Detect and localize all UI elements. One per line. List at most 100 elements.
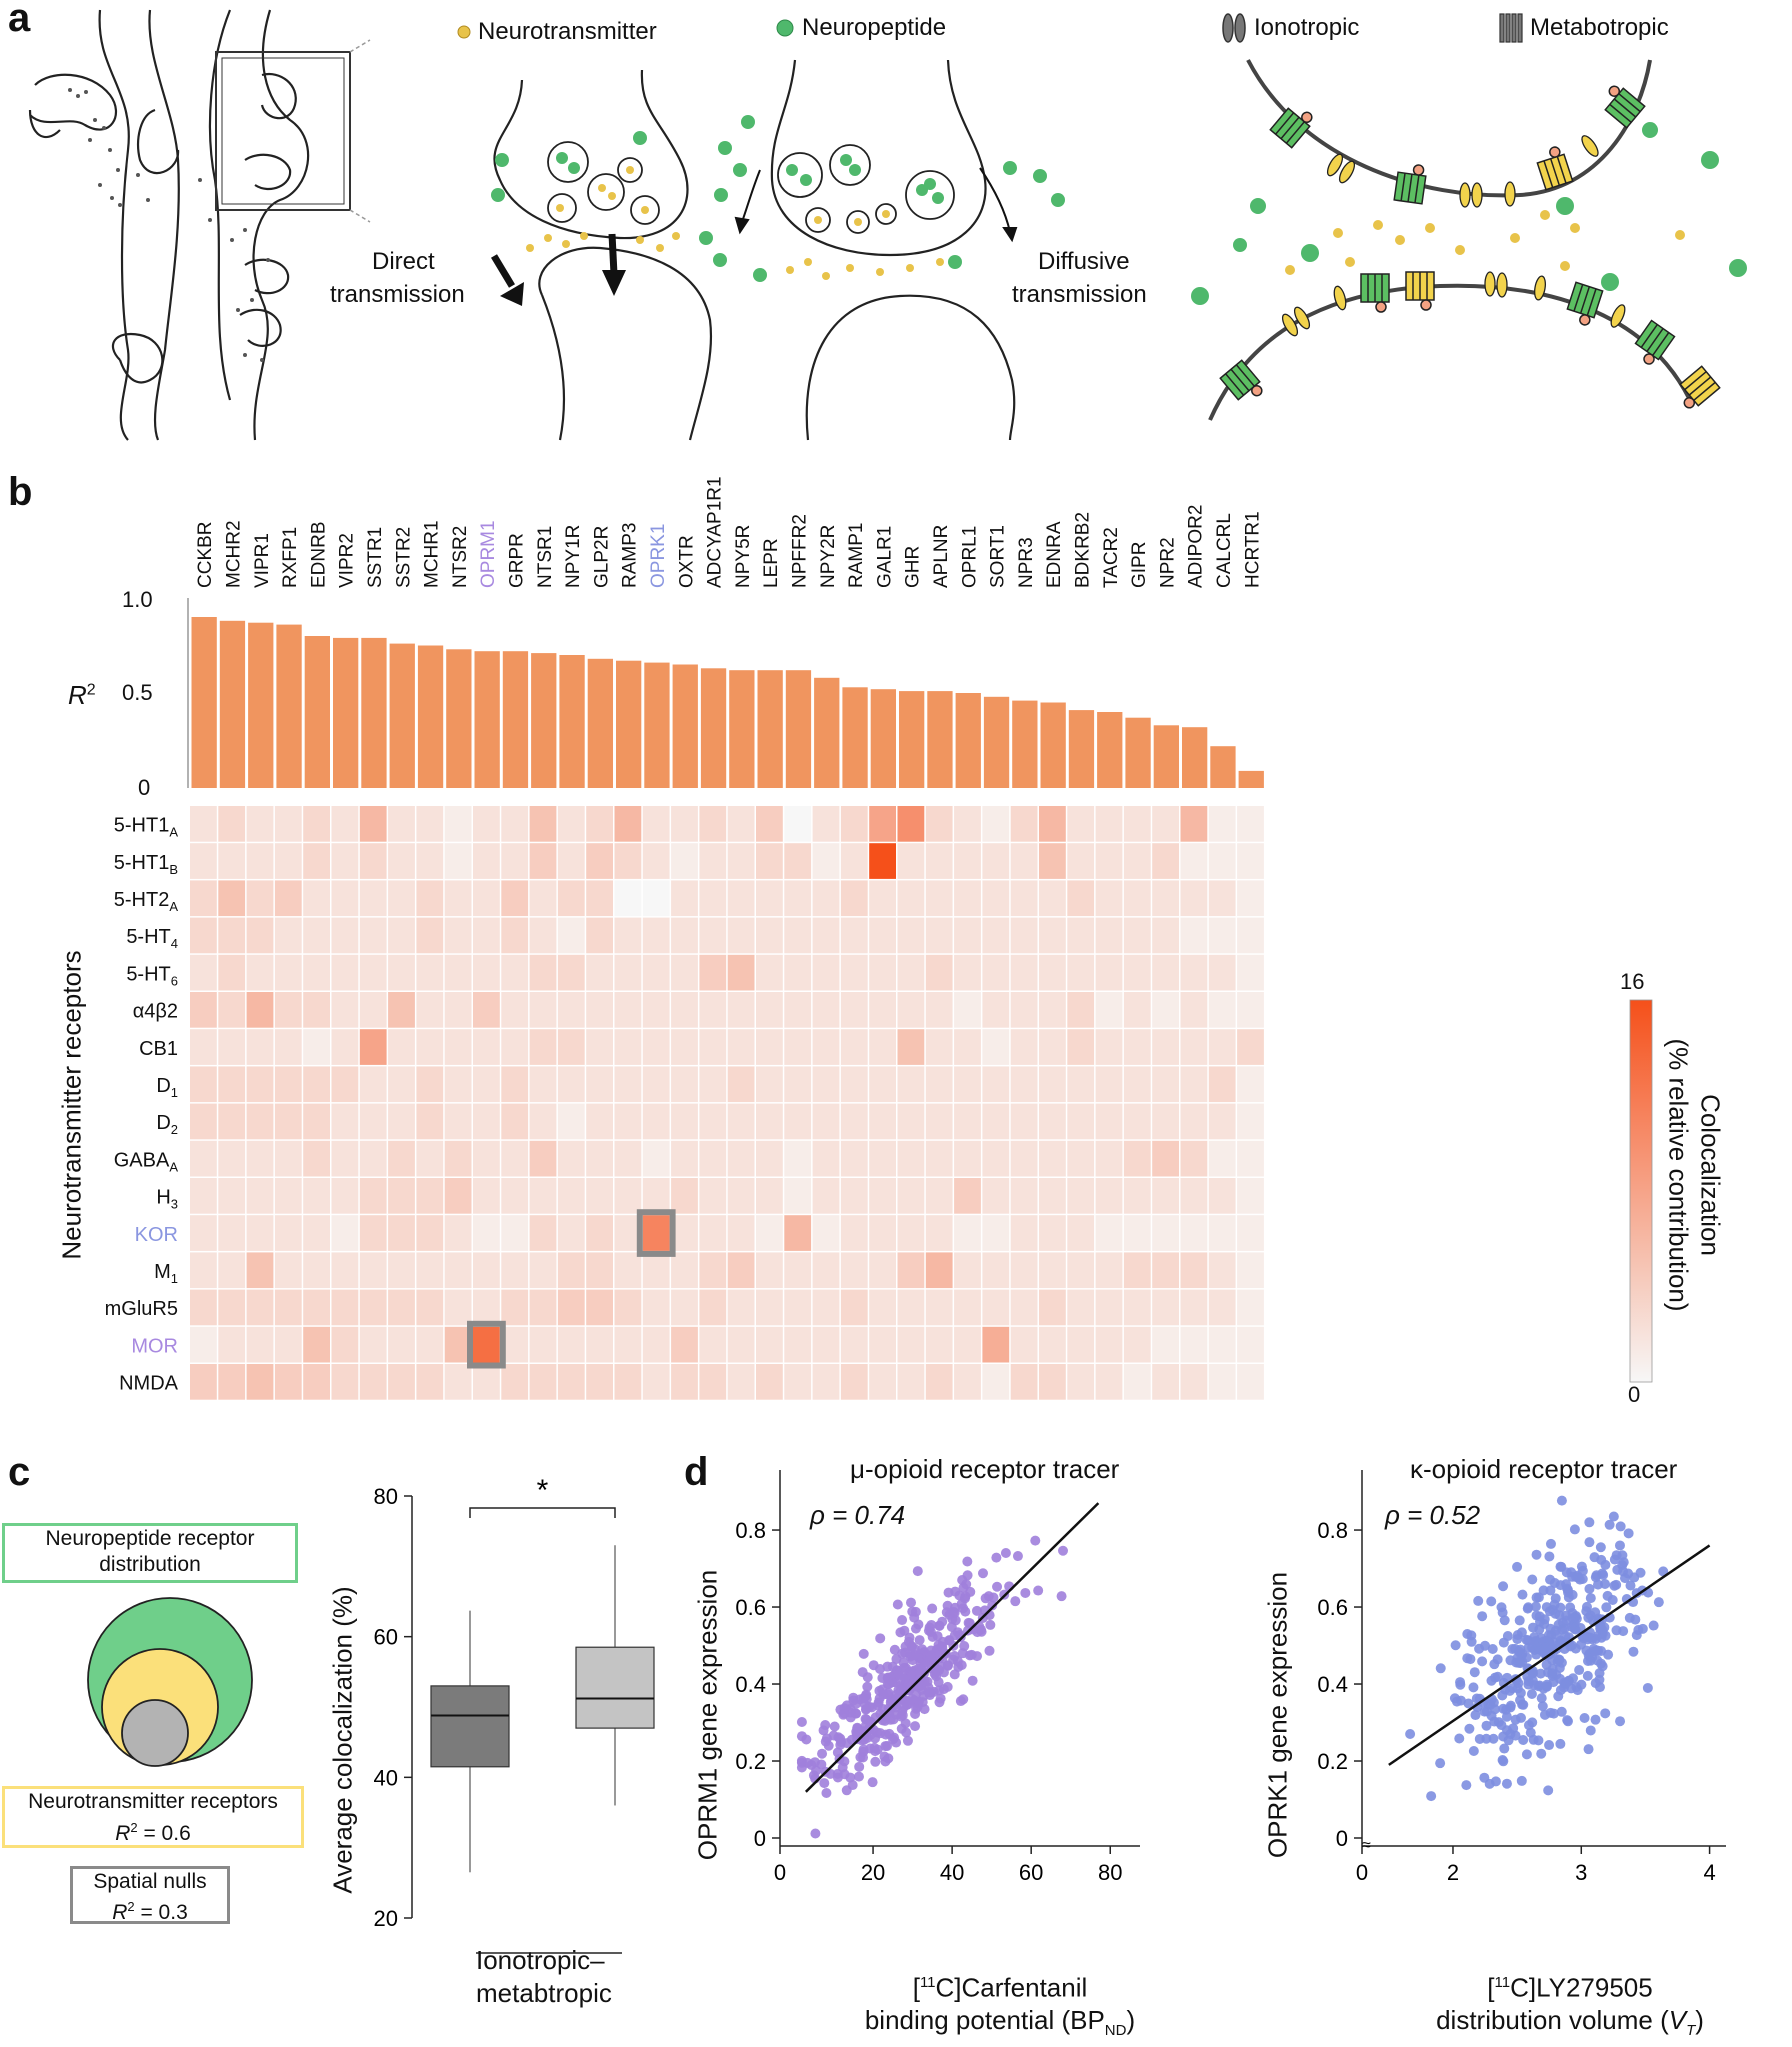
scatterkappa-point	[1466, 1636, 1477, 1647]
heat-cell-m1-bdkrb2	[1067, 1252, 1095, 1289]
heat-cell-5-ht2a-npr2	[1152, 880, 1179, 917]
heat-cell-gabaa-npr3	[1010, 1140, 1038, 1177]
scattermu-point	[909, 1644, 920, 1655]
heat-cell-5-ht4-vipr1	[246, 917, 274, 954]
scatterkappa-point	[1583, 1744, 1594, 1755]
scatterkappa-point	[1512, 1683, 1523, 1694]
heat-cell-nmda-ramp1	[840, 1364, 868, 1400]
heat-cell-mor-bdkrb2	[1067, 1326, 1095, 1363]
scatterkappa-point	[1514, 1615, 1525, 1626]
venn-diagram	[87, 1597, 253, 1767]
scatterkappa-point	[1556, 1561, 1567, 1572]
r2-bar-oprl1	[955, 693, 981, 788]
heat-cell-5-ht2a-sstr1	[359, 880, 387, 917]
heat-cell-kor-gipr	[1123, 1215, 1151, 1251]
heat-cell-h3-npffr2	[784, 1178, 812, 1214]
heat-cell-nmda-vipr2	[331, 1364, 359, 1400]
panel-d-scatterplots: 0 0.2 0.4 0.6 0.8 0 20 40 60 80 0 0.2 0.4 0.6 0.8 0 2 3 4 ≈	[735, 1470, 1726, 1885]
heat-cell-mglur5-ntsr2	[444, 1289, 472, 1326]
heat-cell-mglur5-galr1	[869, 1289, 896, 1326]
scatterkappa-point	[1531, 1649, 1542, 1660]
heat-cell-5-ht2a-vipr1	[246, 880, 274, 917]
heat-cell-d1-lepr	[756, 1066, 783, 1103]
scatterkappa-point	[1498, 1756, 1509, 1767]
heat-cell-h3-npy2r	[812, 1178, 840, 1214]
heat-cell-gabaa-sort1	[982, 1140, 1010, 1177]
scatterkappa-point	[1489, 1659, 1500, 1670]
scatterkappa-point	[1515, 1658, 1526, 1669]
heat-cell-4-2-bdkrb2	[1067, 992, 1095, 1028]
boxplot-y-axis-title: Average colocalization (%)	[327, 1586, 358, 1894]
scattermu-point	[913, 1619, 924, 1630]
heat-cell-4-2-aplnr	[925, 992, 953, 1028]
scattermu-point	[821, 1788, 832, 1799]
mu-scatter-title: μ-opioid receptor tracer	[850, 1454, 1120, 1484]
scatterkappa-point	[1566, 1621, 1577, 1632]
heat-cell-gabaa-glp2r	[586, 1140, 613, 1177]
scattermu-point	[948, 1606, 959, 1617]
heat-cell-gabaa-npy5r	[727, 1140, 755, 1177]
heat-cell-5-ht6-sort1	[982, 954, 1010, 991]
heat-cell-kor-npy1r	[557, 1215, 585, 1251]
diffusive-released-molecules	[718, 115, 1065, 282]
scatterkappa-point	[1521, 1749, 1532, 1760]
panel-d-letter: d	[684, 1450, 709, 1494]
heat-cell-5-ht6-gipr	[1123, 954, 1151, 991]
heat-cell-nmda-tacr2	[1095, 1364, 1123, 1400]
heat-cell-kor-oprl1	[954, 1215, 981, 1251]
r2-bar-adcyap1r1	[700, 668, 727, 788]
heat-cell-gabaa-ghr	[897, 1140, 925, 1177]
heat-cell-5-ht1b-npffr2	[784, 843, 812, 879]
heat-cell-mglur5-ntsr1	[529, 1289, 557, 1326]
gene-label-npy2r: NPY2R	[818, 525, 839, 588]
heat-cell-h3-ntsr1	[529, 1178, 557, 1214]
receptor-label-5-ht1b: 5-HT1B	[114, 852, 178, 877]
heat-cell-kor-npr3	[1010, 1215, 1038, 1251]
heat-cell-cb1-npffr2	[784, 1029, 812, 1065]
heat-cell-m1-ntsr1	[529, 1252, 557, 1289]
scattermu-point	[897, 1615, 908, 1626]
heat-cell-d1-sstr1	[359, 1066, 387, 1103]
scatterkappa-point	[1498, 1703, 1509, 1714]
r2-bar-galr1	[870, 689, 896, 788]
gene-label-ghr: GHR	[903, 546, 924, 588]
heat-cell-5-ht1b-aplnr	[925, 843, 953, 879]
heat-cell-gabaa-oxtr	[671, 1140, 698, 1177]
heat-cell-h3-mchr2	[218, 1178, 246, 1214]
scatterkappa-fit-line	[1388, 1544, 1711, 1766]
heat-cell-gabaa-galr1	[869, 1140, 896, 1177]
heat-cell-5-ht1b-rxfp1	[274, 843, 302, 879]
scatterkappa-point	[1527, 1574, 1538, 1585]
scattermu-point	[952, 1656, 963, 1667]
heat-cell-mglur5-adipor2	[1180, 1289, 1208, 1326]
heat-cell-4-2-oxtr	[671, 992, 698, 1028]
scattermu-xtick-label-40: 40	[940, 1860, 964, 1885]
heat-cell-m1-ednrb	[303, 1252, 330, 1289]
heat-cell-h3-oprk1	[642, 1178, 670, 1214]
scattermu-point	[931, 1671, 942, 1682]
heat-cell-mor-gipr	[1123, 1326, 1151, 1363]
heat-cell-5-ht2a-tacr2	[1095, 880, 1123, 917]
heat-cell-5-ht1a-bdkrb2	[1067, 806, 1095, 842]
r2-bar-sstr1	[361, 637, 387, 788]
neurotransmitter-legend-label: Neurotransmitter	[478, 18, 657, 45]
scatterkappa-point	[1464, 1723, 1475, 1734]
heat-cell-m1-ghr	[897, 1252, 925, 1289]
heat-cell-5-ht1b-ednra	[1039, 843, 1066, 879]
scatterkappa-point	[1490, 1776, 1501, 1787]
gene-label-ntsr2: NTSR2	[450, 526, 471, 588]
neurotransmitter-legend-dot	[457, 25, 471, 39]
kappa-scatter-title: κ-opioid receptor tracer	[1410, 1454, 1678, 1484]
heat-cell-d2-npy2r	[812, 1103, 840, 1140]
heat-cell-mglur5-hcrtr1	[1237, 1289, 1264, 1326]
heat-cell-mglur5-ramp1	[840, 1289, 868, 1326]
scatterkappa-point	[1461, 1780, 1472, 1791]
gene-label-vipr2: VIPR2	[337, 533, 358, 588]
scattermu-point	[960, 1606, 971, 1617]
heat-cell-5-ht6-ramp3	[614, 954, 642, 991]
r2-bar-cckbr	[191, 617, 217, 788]
scatterkappa-point	[1536, 1693, 1547, 1704]
heat-cell-gabaa-oprl1	[954, 1140, 981, 1177]
panel-c-letter: c	[8, 1450, 31, 1494]
r2-bar-bdkrb2	[1068, 710, 1095, 788]
